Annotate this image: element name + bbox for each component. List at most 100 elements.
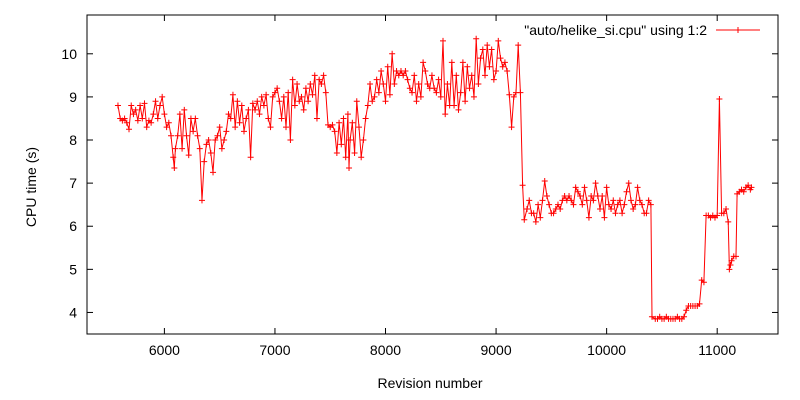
data-point	[643, 210, 650, 217]
data-point	[610, 197, 617, 204]
y-tick-label: 7	[69, 175, 77, 191]
tick-marks	[87, 15, 778, 334]
data-point	[409, 89, 416, 96]
data-point	[543, 193, 550, 200]
data-point	[143, 124, 150, 131]
data-point	[289, 76, 296, 83]
data-point	[532, 218, 539, 225]
data-point	[212, 137, 219, 144]
data-point	[462, 98, 469, 105]
data-point	[236, 119, 243, 126]
data-point	[590, 197, 597, 204]
data-point	[612, 210, 619, 217]
data-point	[351, 149, 358, 156]
data-point	[269, 93, 276, 100]
data-point	[265, 115, 272, 122]
data-point	[466, 85, 473, 92]
data-point	[554, 201, 561, 208]
data-point	[636, 197, 643, 204]
data-point	[172, 145, 179, 152]
data-point	[181, 106, 188, 113]
data-point	[720, 210, 727, 217]
data-point	[437, 93, 444, 100]
y-tick-label: 6	[69, 218, 77, 234]
axes	[86, 14, 779, 335]
data-point	[165, 119, 172, 126]
data-point	[645, 197, 652, 204]
data-point	[378, 68, 385, 75]
data-point	[349, 119, 356, 126]
data-point	[406, 85, 413, 92]
data-point	[422, 68, 429, 75]
data-point	[696, 300, 703, 307]
data-point	[137, 102, 144, 109]
data-point	[490, 76, 497, 83]
data-point	[234, 98, 241, 105]
data-point	[298, 93, 305, 100]
data-point	[716, 96, 723, 103]
data-point	[353, 98, 360, 105]
data-point	[728, 257, 735, 264]
data-point	[495, 37, 502, 44]
data-point	[404, 76, 411, 83]
data-point	[725, 218, 732, 225]
data-point	[459, 59, 466, 66]
data-point	[148, 119, 155, 126]
data-point	[411, 72, 418, 79]
data-point	[723, 205, 730, 212]
data-point	[726, 266, 733, 273]
data-point	[309, 91, 316, 98]
data-point	[194, 132, 201, 139]
data-point	[539, 197, 546, 204]
data-point	[218, 145, 225, 152]
data-point	[260, 102, 267, 109]
data-point	[499, 63, 506, 70]
data-point	[134, 117, 141, 124]
data-point	[305, 98, 312, 105]
data-point	[355, 124, 362, 131]
data-point	[205, 137, 212, 144]
data-point	[648, 313, 655, 320]
data-point	[192, 115, 199, 122]
data-point	[605, 201, 612, 208]
data-point	[627, 197, 634, 204]
y-tick-label: 5	[69, 261, 77, 277]
data-point	[400, 72, 407, 79]
data-point	[214, 132, 221, 139]
legend-series-sample	[716, 27, 760, 33]
data-point	[201, 158, 208, 165]
data-point	[519, 182, 526, 189]
x-tick-label: 11000	[698, 342, 736, 358]
data-point	[247, 154, 254, 161]
data-point	[428, 72, 435, 79]
data-point	[221, 137, 228, 144]
data-point	[486, 63, 493, 70]
data-point	[170, 154, 177, 161]
data-point	[601, 214, 608, 221]
data-point	[174, 132, 181, 139]
data-point	[464, 63, 471, 70]
data-point	[473, 35, 480, 42]
data-point	[130, 111, 137, 118]
data-point	[163, 124, 170, 131]
data-point	[550, 210, 557, 217]
x-tick-label: 10000	[587, 342, 626, 358]
data-point	[320, 72, 327, 79]
data-point	[333, 149, 340, 156]
data-point	[225, 111, 232, 118]
data-point	[504, 68, 511, 75]
data-point	[621, 201, 628, 208]
data-point	[599, 193, 606, 200]
data-point	[583, 197, 590, 204]
data-point	[152, 98, 159, 105]
data-point	[568, 197, 575, 204]
data-point	[128, 102, 135, 109]
data-point	[748, 184, 755, 191]
data-point	[570, 201, 577, 208]
data-point	[579, 201, 586, 208]
data-point	[271, 89, 278, 96]
data-point	[535, 201, 542, 208]
data-point	[557, 205, 564, 212]
data-point	[296, 98, 303, 105]
data-point	[433, 89, 440, 96]
